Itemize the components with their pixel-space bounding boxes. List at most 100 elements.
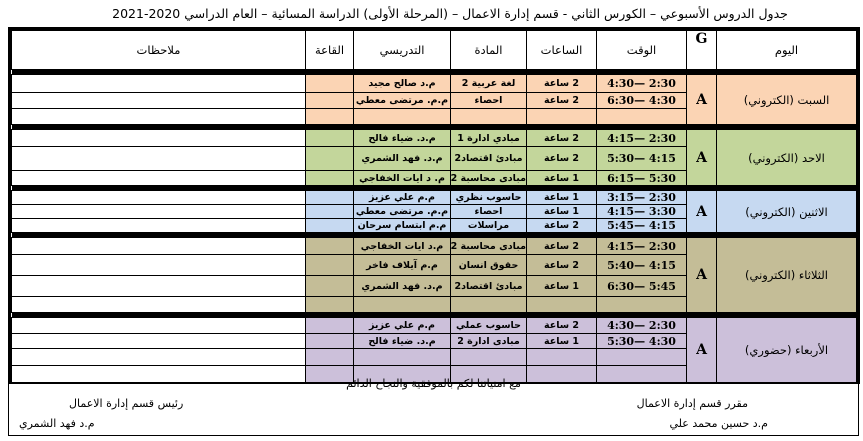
time-cell: 5:45— 4:15 (596, 218, 687, 233)
subject-cell (450, 296, 527, 313)
room-cell (305, 190, 354, 205)
time-cell (596, 365, 687, 383)
room-cell (305, 74, 354, 93)
notes-cell (11, 296, 306, 313)
notes-cell (11, 204, 306, 219)
subject-cell: مبادى ادارة 2 (450, 333, 527, 349)
table-row: الأربعاء (حضوري) A 4:30— 2:30 2 ساعة حاسوب ع… (11, 317, 857, 383)
notes-cell (11, 317, 306, 334)
table-row: 5:45— 4:15 2 ساعة مراسلات م.م ابتسام سرحان (11, 218, 857, 233)
day-separator (11, 124, 857, 130)
table-row: الاحد (الكتروني) A 4:15— 2:30 2 ساعة مبادي ا… (11, 129, 857, 186)
hours-cell: 2 ساعة (526, 129, 597, 147)
head-name: م.د فهد الشمري (19, 417, 95, 430)
subject-cell: مبادى محاسبة 2 (450, 237, 527, 255)
hours-cell: 2 ساعة (526, 317, 597, 334)
room-cell (305, 348, 354, 366)
hours-cell: 1 ساعة (526, 333, 597, 349)
notes-cell (11, 146, 306, 171)
hours-cell: 1 ساعة (526, 275, 597, 297)
teacher-cell (353, 108, 451, 125)
footer: مع امنياتنا لكم بالموفقية والنجاح الدائم… (8, 373, 859, 436)
schedule-table: اليوم G الوقت الساعات المادة التدريسي ال… (11, 30, 857, 383)
day-separator (11, 312, 857, 318)
time-cell: 6:30— 5:45 (596, 275, 687, 297)
header-notes: ملاحظات (11, 30, 306, 70)
table-row (11, 108, 857, 125)
teacher-cell: م.م. مرتضى معطي (353, 204, 451, 219)
teacher-cell: م.م علي عزيز (353, 190, 451, 205)
group-cell: A (686, 190, 717, 233)
time-cell: 5:30— 4:15 (596, 146, 687, 171)
room-cell (305, 129, 354, 147)
room-cell (305, 237, 354, 255)
header-group: G (686, 30, 717, 70)
time-cell: 3:15— 2:30 (596, 190, 687, 205)
teacher-cell: م.د. ضياء فالح (353, 129, 451, 147)
subject-cell: حقوق انسان (450, 254, 527, 276)
day-cell: الأربعاء (حضوري) (716, 317, 857, 383)
header-day: اليوم (716, 30, 857, 70)
time-cell (596, 296, 687, 313)
hours-cell (526, 348, 597, 366)
room-cell (305, 317, 354, 334)
group-cell: A (686, 74, 717, 125)
table-row: 4:15— 3:30 1 ساعة احصاء م.م. مرتضى معطي (11, 204, 857, 219)
table-row: 6:30— 5:45 1 ساعة مبادئ اقتصاد2 م.د. فهد ال… (11, 275, 857, 297)
header-hours: الساعات (526, 30, 597, 70)
table-row: 6:15— 5:30 1 ساعة مبادى محاسبة 2 م. د ايات … (11, 170, 857, 186)
group-cell: A (686, 317, 717, 383)
notes-cell (11, 365, 306, 383)
room-cell (305, 108, 354, 125)
room-cell (305, 92, 354, 109)
teacher-cell: م.م علي عزيز (353, 317, 451, 334)
subject-cell (450, 365, 527, 383)
time-cell: 4:15— 2:30 (596, 129, 687, 147)
hours-cell: 2 ساعة (526, 92, 597, 109)
teacher-cell: م.د. فهد الشمري (353, 275, 451, 297)
hours-cell (526, 296, 597, 313)
hours-cell: 1 ساعة (526, 204, 597, 219)
day-cell: السبت (الكتروني) (716, 74, 857, 125)
hours-cell (526, 365, 597, 383)
teacher-cell (353, 365, 451, 383)
header-subject: المادة (450, 30, 527, 70)
table-row (11, 296, 857, 313)
day-cell: الثلاثاء (الكتروني) (716, 237, 857, 313)
table-row: السبت (الكتروني) A 4:30— 2:30 2 ساعة لغة عرب… (11, 74, 857, 125)
hours-cell: 2 ساعة (526, 218, 597, 233)
header-time: الوقت (596, 30, 687, 70)
hours-cell: 2 ساعة (526, 237, 597, 255)
teacher-cell: م.د ايات الخفاجي (353, 237, 451, 255)
rapporteur-name: م.د حسين محمد علي (669, 417, 768, 430)
day-separator (11, 69, 857, 75)
time-cell: 6:30— 4:30 (596, 92, 687, 109)
subject-cell (450, 108, 527, 125)
notes-cell (11, 333, 306, 349)
hours-cell: 1 ساعة (526, 170, 597, 186)
time-cell (596, 108, 687, 125)
teacher-cell (353, 296, 451, 313)
header-row: اليوم G الوقت الساعات المادة التدريسي ال… (11, 30, 857, 70)
notes-cell (11, 92, 306, 109)
separator-bar (11, 124, 857, 130)
schedule-table-wrapper: اليوم G الوقت الساعات المادة التدريسي ال… (8, 27, 860, 384)
subject-cell: مبادئ اقتصاد2 (450, 146, 527, 171)
teacher-cell: م.د. ضياء فالح (353, 333, 451, 349)
notes-cell (11, 275, 306, 297)
time-cell: 5:30— 4:30 (596, 333, 687, 349)
teacher-cell: م.د صالح مجيد (353, 74, 451, 93)
subject-cell: مراسلات (450, 218, 527, 233)
teacher-cell: م.م ابتسام سرحان (353, 218, 451, 233)
separator-bar (11, 185, 857, 191)
day-separator (11, 232, 857, 238)
notes-cell (11, 237, 306, 255)
notes-cell (11, 108, 306, 125)
subject-cell: لغة عربية 2 (450, 74, 527, 93)
table-row: الثلاثاء (الكتروني) A 4:15— 2:30 2 ساعة مباد… (11, 237, 857, 313)
room-cell (305, 204, 354, 219)
page-title: جدول الدروس الأسبوعي – الكورس الثاني - ق… (112, 6, 788, 21)
hours-cell (526, 108, 597, 125)
hours-cell: 1 ساعة (526, 190, 597, 205)
teacher-cell: م.د. فهد الشمري (353, 146, 451, 171)
